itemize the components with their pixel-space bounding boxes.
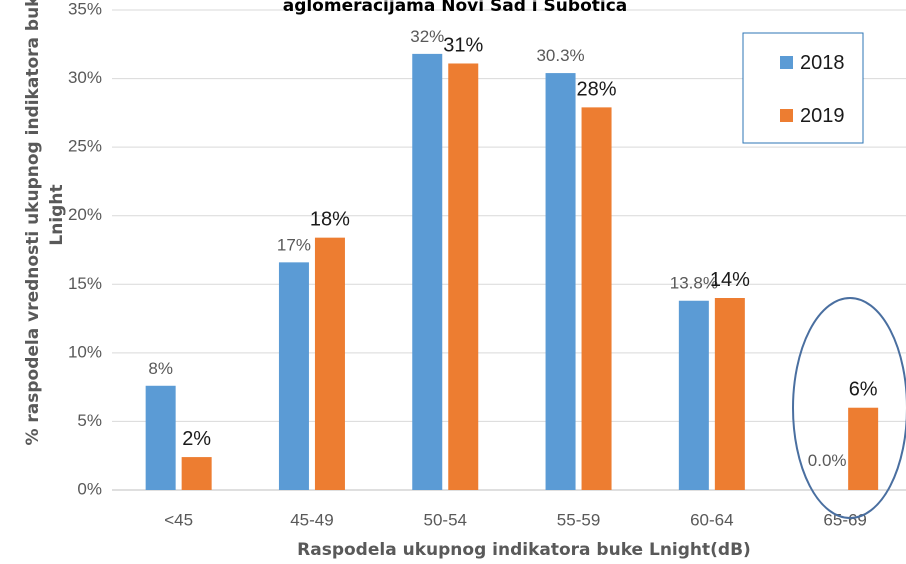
data-label-2019-65-69: 6% (849, 379, 878, 401)
bar-2018-<45 (145, 385, 176, 490)
bar-2018-50-54 (412, 53, 443, 491)
x-tick-label: 50-54 (424, 510, 467, 529)
bar-2019-55-59 (581, 107, 612, 490)
bar-2018-45-49 (278, 262, 309, 490)
highlight-ellipse (792, 297, 906, 519)
data-label-2019-<45: 2% (182, 428, 211, 450)
data-label-2018-50-54: 32% (410, 27, 444, 46)
data-label-2018-55-59: 30.3% (536, 46, 584, 65)
x-tick-labels: <45 45-49 50-54 55-59 60-64 65-69 (164, 510, 867, 529)
y-tick-labels: 0% 5% 10% 15% 20% 25% 30% 35% (68, 0, 102, 498)
y-tick-label: 15% (68, 274, 102, 293)
bar-2019-50-54 (448, 63, 479, 490)
bar-2018-60-64 (678, 300, 709, 490)
data-labels: 8% 2% 17% 18% 32%31% 30.3% 28% 13.8%14% 0.0% 6% (148, 27, 877, 470)
data-label-2018-65-69: 0.0% (808, 451, 847, 470)
legend-swatch-2018 (780, 56, 793, 69)
bar-2019-45-49 (314, 237, 345, 490)
legend-swatch-2019 (780, 109, 793, 122)
gridlines (112, 9, 906, 491)
y-axis-title-line2: Lnight (47, 184, 67, 245)
bar-2019-65-69 (848, 407, 879, 490)
data-label-2019-45-49: 18% (310, 209, 350, 231)
y-tick-label: 25% (68, 137, 102, 156)
data-label-2019-50-54: 31% (443, 34, 483, 56)
x-tick-label: 45-49 (290, 510, 333, 529)
bar-2019-<45 (181, 457, 212, 490)
data-label-2018-45-49: 17% (277, 235, 311, 254)
y-tick-label: 20% (68, 205, 102, 224)
data-label-2019-60-64: 14% (710, 269, 750, 291)
chart-title: aglomeracijama Novi Sad i Subotica (283, 0, 628, 16)
legend-label-2019: 2019 (800, 105, 845, 127)
legend: 2018 2019 (742, 32, 864, 144)
data-label-2019-55-59: 28% (577, 78, 617, 100)
y-tick-label: 5% (77, 411, 102, 430)
x-tick-label: 55-59 (557, 510, 600, 529)
y-tick-label: 35% (68, 0, 102, 18)
y-tick-label: 30% (68, 68, 102, 87)
y-axis-title: % raspodela vrednosti ukupnog indikatora… (23, 0, 43, 446)
bar-2018-55-59 (545, 73, 576, 490)
y-tick-label: 0% (77, 479, 102, 498)
bar-2019-60-64 (714, 298, 745, 490)
legend-label-2018: 2018 (800, 52, 845, 74)
data-label-2018-<45: 8% (148, 359, 173, 378)
x-tick-label: 60-64 (690, 510, 733, 529)
x-tick-label: <45 (164, 510, 193, 529)
legend-box (742, 32, 864, 144)
data-label-2018-60-64: 13.8% (670, 274, 718, 293)
y-tick-label: 10% (68, 342, 102, 361)
bars (145, 53, 879, 491)
x-tick-label: 65-69 (823, 510, 866, 529)
x-axis-title: Raspodela ukupnog indikatora buke Lnight… (297, 540, 751, 560)
